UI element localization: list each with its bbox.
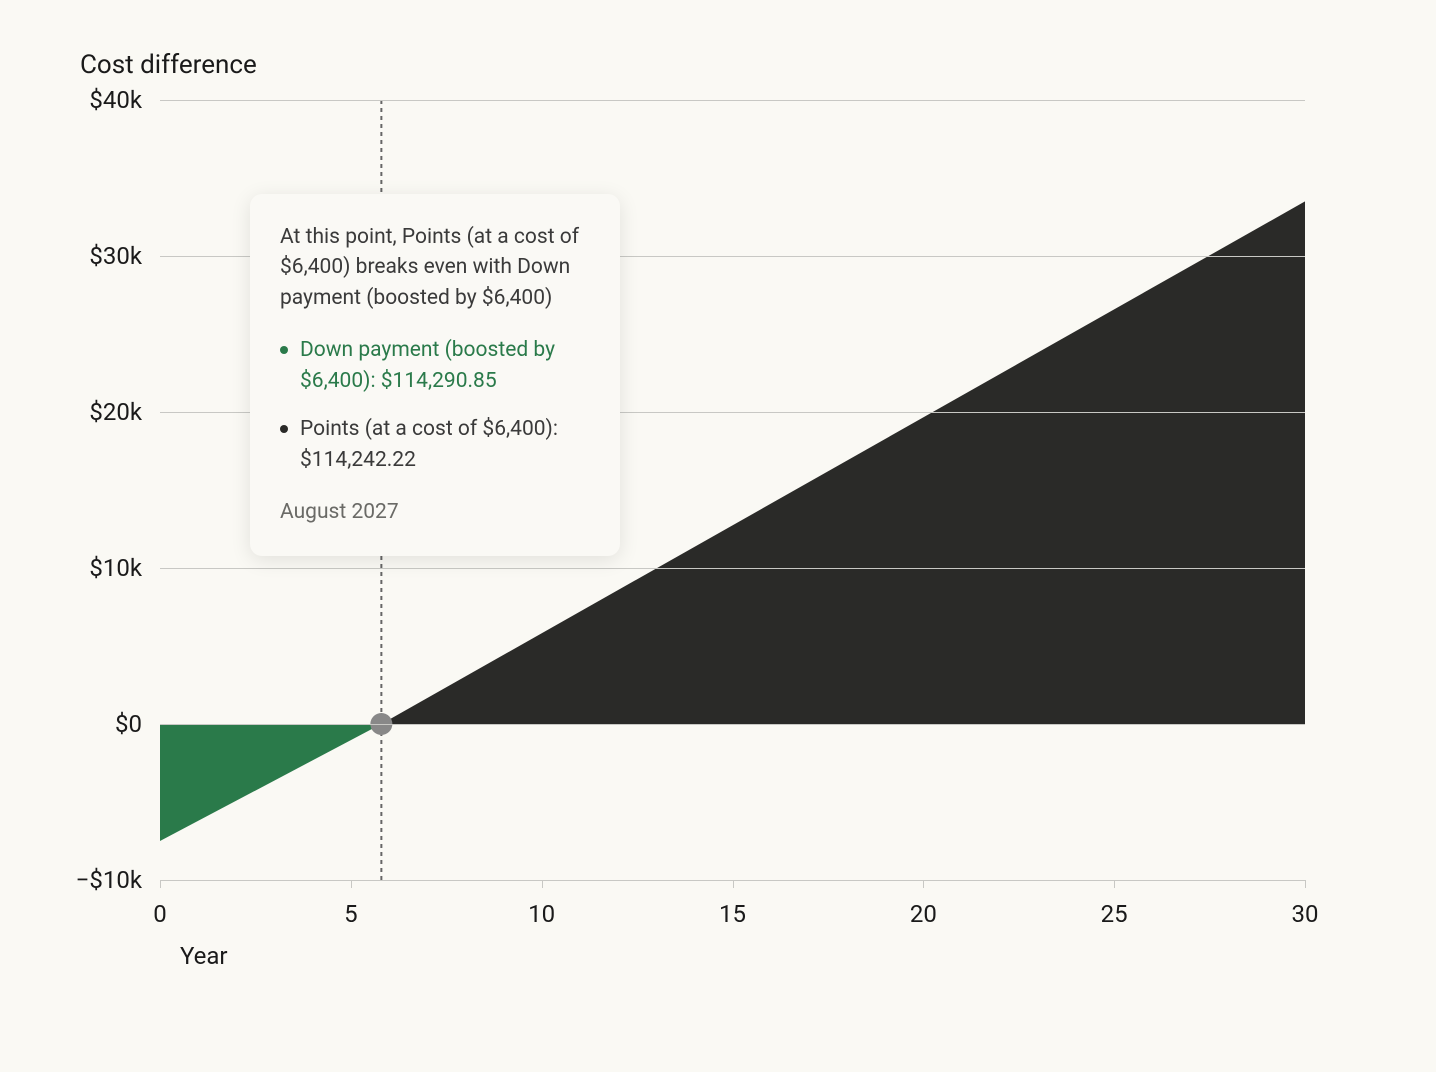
x-axis-label: 10	[528, 900, 555, 928]
chart-title: Cost difference	[80, 50, 1380, 80]
legend-dot-icon	[280, 425, 288, 433]
gridline	[160, 568, 1305, 569]
y-axis-label: −$10k	[76, 866, 142, 894]
x-axis-tick	[351, 880, 352, 888]
x-axis-label: 5	[344, 900, 358, 928]
tooltip-legend-item: Down payment (boosted by $6,400): $114,2…	[280, 335, 590, 396]
x-axis-tick	[923, 880, 924, 888]
x-axis-label: 30	[1292, 900, 1319, 928]
x-axis-title: Year	[180, 942, 228, 970]
y-axis-label: $30k	[89, 242, 142, 270]
gridline	[160, 724, 1305, 725]
x-axis-tick	[1114, 880, 1115, 888]
plot-area: At this point, Points (at a cost of $6,4…	[160, 100, 1305, 880]
breakeven-tooltip: At this point, Points (at a cost of $6,4…	[250, 194, 620, 556]
x-axis-label: 15	[719, 900, 746, 928]
x-axis-tick	[733, 880, 734, 888]
y-axis-label: $40k	[89, 86, 142, 114]
tooltip-legend-text: Down payment (boosted by $6,400): $114,2…	[300, 335, 590, 396]
tooltip-description: At this point, Points (at a cost of $6,4…	[280, 222, 590, 313]
chart-container: Cost difference At this point, Points (a…	[60, 50, 1380, 1030]
area-negative	[160, 724, 381, 841]
y-axis-label: $20k	[89, 398, 142, 426]
x-axis-label: 25	[1101, 900, 1128, 928]
gridline	[160, 100, 1305, 101]
y-axis-label: $10k	[89, 554, 142, 582]
x-axis-tick	[1305, 880, 1306, 888]
x-axis-tick	[160, 880, 161, 888]
tooltip-legend-item: Points (at a cost of $6,400): $114,242.2…	[280, 414, 590, 475]
tooltip-date: August 2027	[280, 497, 590, 527]
x-axis-tick	[542, 880, 543, 888]
y-axis-label: $0	[115, 710, 142, 738]
legend-dot-icon	[280, 346, 288, 354]
x-axis-label: 0	[153, 900, 167, 928]
x-axis-label: 20	[910, 900, 937, 928]
tooltip-legend-text: Points (at a cost of $6,400): $114,242.2…	[300, 414, 590, 475]
